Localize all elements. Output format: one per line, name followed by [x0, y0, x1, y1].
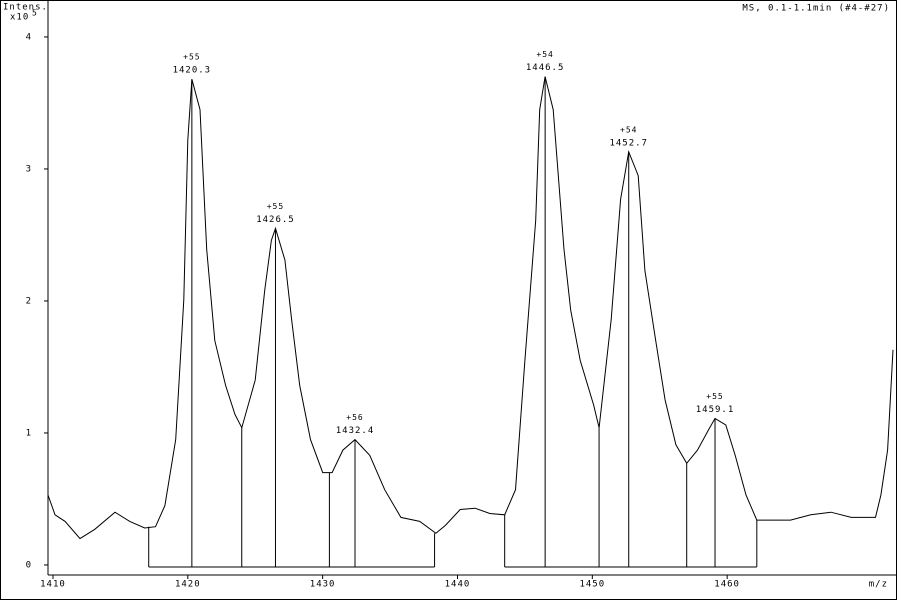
peak-mz-label: 1452.7 — [609, 138, 648, 148]
peak-charge: +54 — [536, 50, 553, 59]
x-tick-label: 1460 — [714, 580, 740, 590]
peak-mz-label: 1446.5 — [526, 63, 565, 73]
y-axis-label: Intens. — [3, 3, 48, 13]
x-tick-label: 1450 — [579, 580, 605, 590]
chart-title: MS, 0.1-1.1min (#4-#27) — [742, 4, 890, 14]
peak-charge: +55 — [267, 202, 284, 211]
y-tick-label: 2 — [26, 296, 32, 306]
peak-charge: +55 — [183, 53, 200, 62]
peak-mz-label: 1420.3 — [173, 66, 212, 76]
x-axis-label: m/z — [869, 580, 888, 590]
y-scale-label: x10 — [10, 13, 29, 23]
peak-charge: +54 — [620, 125, 637, 134]
y-tick-label: 4 — [26, 32, 32, 42]
peak-charge: +56 — [346, 413, 363, 422]
peak-mz-label: 1459.1 — [696, 405, 735, 415]
x-tick-label: 1410 — [40, 580, 66, 590]
peak-charge: +55 — [706, 392, 723, 401]
y-tick-label: 1 — [26, 428, 32, 438]
spectrum-trace — [47, 76, 894, 540]
x-tick-label: 1440 — [445, 580, 471, 590]
y-tick-label: 3 — [26, 164, 32, 174]
peak-mz-label: 1426.5 — [256, 215, 295, 225]
y-tick-label: 0 — [26, 560, 32, 570]
y-scale-exponent: 5 — [32, 9, 38, 18]
peak-mz-label: 1432.4 — [336, 426, 375, 436]
x-tick-label: 1420 — [175, 580, 201, 590]
x-tick-label: 1430 — [310, 580, 336, 590]
